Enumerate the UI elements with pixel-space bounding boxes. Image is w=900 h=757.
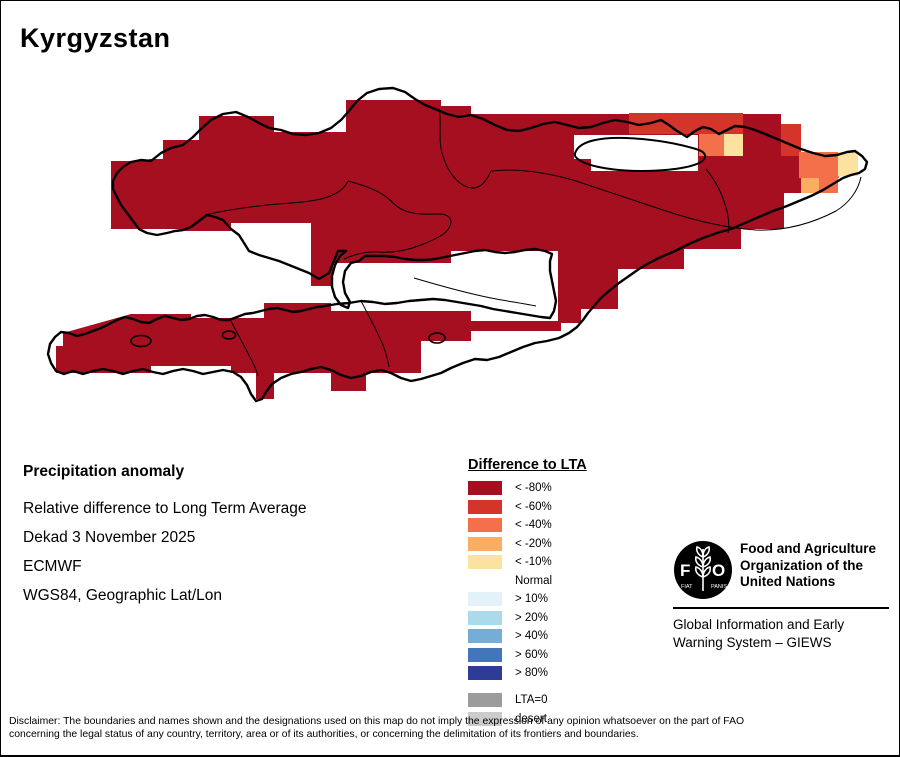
legend-label: < -10% — [515, 556, 552, 568]
fao-logo: F O FIAT PANIS — [674, 541, 732, 599]
disclaimer-text: Disclaimer: The boundaries and names sho… — [9, 716, 745, 741]
giews-caption: Global Information and Early Warning Sys… — [673, 617, 845, 650]
raster-cell — [724, 134, 743, 156]
fao-org-name: Food and Agriculture Organization of the… — [740, 541, 876, 589]
legend-row: < -40% — [468, 518, 587, 532]
raster-cell — [801, 178, 819, 193]
legend-row: > 40% — [468, 629, 587, 643]
map-info-block: Precipitation anomaly Relative differenc… — [23, 463, 307, 610]
legend-swatch — [468, 555, 502, 569]
legend-label: < -60% — [515, 500, 552, 513]
fao-logo-letter-f: F — [680, 561, 690, 580]
legend-label: Normal — [515, 574, 553, 587]
map-cells — [629, 113, 858, 193]
map-info-heading: Precipitation anomaly — [23, 463, 185, 480]
legend-swatch — [468, 592, 502, 606]
legend-row: desert — [468, 711, 587, 726]
legend-label: < -80% — [515, 482, 552, 494]
legend-row: Normal — [468, 574, 587, 588]
legend-row: > 20% — [468, 610, 587, 625]
legend-label: > 80% — [515, 667, 548, 679]
legend-swatch — [468, 711, 502, 726]
legend-swatch — [468, 647, 502, 662]
legend-row: LTA=0 — [468, 693, 587, 707]
legend-title: Difference to LTA — [468, 457, 587, 473]
lake-outline — [573, 136, 707, 173]
anomaly-raster-blob — [56, 100, 858, 399]
legend-label: < -20% — [515, 537, 552, 550]
wheat-ear-icon — [694, 546, 712, 591]
fao-motto-left: FIAT — [681, 584, 693, 590]
legend-list: < -80% < -60% < -40% < -20% < -10% Norma… — [468, 481, 587, 726]
raster-cell — [699, 134, 724, 156]
legend-swatch — [468, 629, 502, 643]
legend-label: > 10% — [515, 593, 548, 605]
country-boundary — [46, 86, 869, 403]
raster-cell — [781, 124, 801, 156]
legend-row: > 10% — [468, 592, 587, 606]
legend-label: desert — [515, 712, 547, 725]
legend-swatch — [468, 536, 502, 551]
raster-cell — [819, 173, 838, 193]
legend-label: > 40% — [515, 630, 548, 642]
raster-cell — [838, 152, 858, 176]
raster-cell — [629, 113, 743, 134]
legend-swatch — [468, 693, 502, 707]
legend-row: > 60% — [468, 647, 587, 662]
fao-motto-right: PANIS — [711, 584, 727, 590]
legend-row: < -10% — [468, 555, 587, 569]
org-separator — [673, 607, 889, 609]
legend: Difference to LTA < -80% < -60% < -40% <… — [468, 457, 587, 730]
legend-swatch — [468, 481, 502, 495]
legend-row: < -60% — [468, 499, 587, 514]
legend-label: > 60% — [515, 648, 548, 661]
legend-swatch — [468, 610, 502, 625]
map-info-lines: Relative difference to Long Term Average… — [23, 500, 307, 604]
fao-logo-letter-o: O — [712, 561, 725, 580]
legend-swatch — [468, 518, 502, 532]
legend-swatch — [468, 666, 502, 680]
legend-swatch — [468, 499, 502, 514]
page-title: Kyrgyzstan — [20, 23, 171, 53]
legend-label: LTA=0 — [515, 694, 548, 706]
legend-label: < -40% — [515, 519, 552, 531]
lake-raster-cutout — [574, 135, 698, 171]
legend-label: > 20% — [515, 611, 548, 624]
legend-row: > 80% — [468, 666, 587, 680]
oblast-boundaries — [204, 108, 862, 377]
legend-row: < -20% — [468, 536, 587, 551]
legend-row: < -80% — [468, 481, 587, 495]
enclave-outlines — [130, 330, 446, 348]
